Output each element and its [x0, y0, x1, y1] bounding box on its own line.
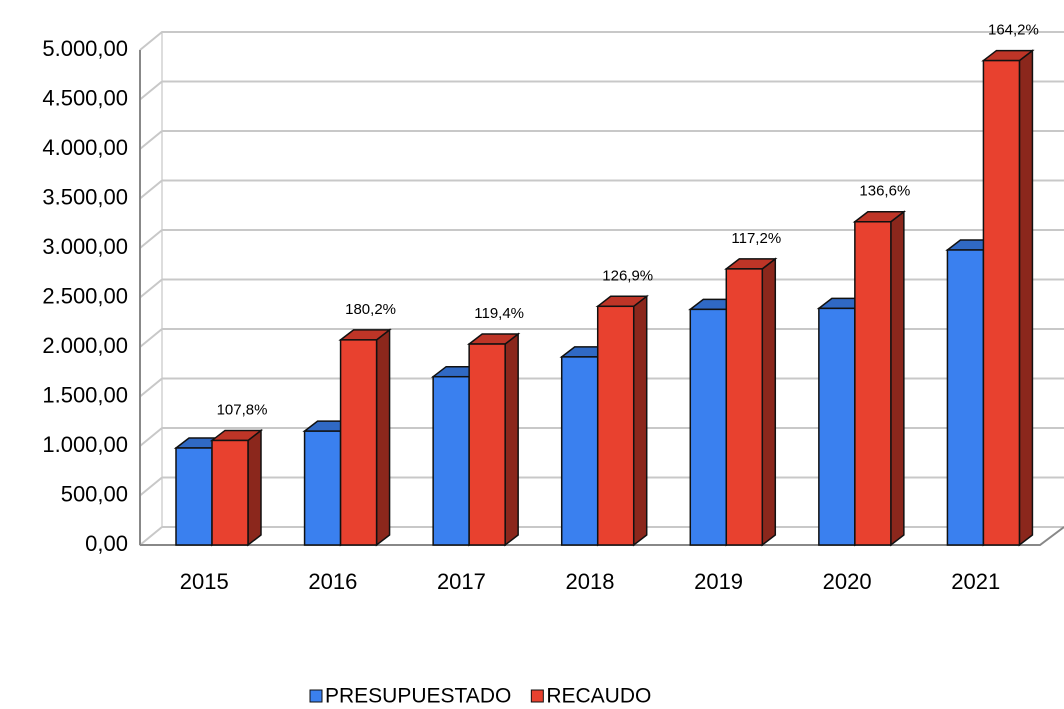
bar-side [632, 294, 648, 547]
legend-label: RECAUDO [546, 685, 651, 708]
data-label: 119,4% [474, 305, 524, 322]
bar [689, 308, 728, 546]
legend-swatch [309, 689, 323, 703]
y-tick-label: 5.000,00 [42, 36, 128, 61]
bar [211, 439, 249, 546]
y-tick-label: 1.500,00 [42, 382, 128, 407]
grid-line [139, 80, 1064, 101]
y-tick-label: 4.000,00 [42, 135, 128, 160]
grid-line [139, 31, 1064, 51]
x-tick-label: 2021 [951, 569, 1000, 594]
y-tick-label: 3.000,00 [42, 234, 128, 259]
bar [468, 343, 506, 546]
x-tick-label: 2019 [694, 569, 743, 594]
bar [560, 356, 599, 546]
grid-line [139, 130, 1064, 150]
bar-side [375, 328, 391, 547]
bar [854, 221, 892, 546]
bar [175, 447, 213, 546]
bar-side [890, 210, 905, 547]
y-tick-label: 500,00 [61, 481, 128, 506]
bar-side [761, 257, 777, 547]
legend-swatch [530, 689, 544, 703]
bar [982, 59, 1021, 546]
x-tick-label: 2020 [823, 569, 872, 594]
y-tick-label: 4.500,00 [42, 85, 128, 110]
bar [818, 307, 856, 546]
y-tick-label: 0,00 [85, 531, 128, 556]
y-tick-label: 2.500,00 [42, 283, 128, 308]
y-tick-label: 3.500,00 [42, 184, 128, 209]
legend-label: PRESUPUESTADO [325, 685, 511, 708]
bar [303, 430, 342, 546]
data-label: 126,9% [602, 267, 653, 284]
data-label: 117,2% [731, 230, 781, 247]
x-tick-label: 2015 [180, 569, 229, 594]
bar-side [247, 428, 262, 547]
data-label: 180,2% [345, 301, 396, 318]
bar-side [1018, 49, 1034, 547]
bar-side [504, 332, 519, 547]
bar [339, 339, 378, 546]
bar [946, 249, 985, 546]
y-tick-label: 1.000,00 [42, 432, 128, 457]
y-tick-label: 2.000,00 [42, 333, 128, 358]
bar [725, 268, 764, 546]
bar [432, 375, 470, 546]
grid-line [139, 179, 1064, 200]
data-label: 164,2% [988, 22, 1039, 39]
x-tick-label: 2016 [308, 569, 357, 594]
x-tick-label: 2018 [566, 569, 615, 594]
x-tick-label: 2017 [437, 569, 486, 594]
data-label: 136,6% [859, 183, 910, 200]
grid-line [139, 229, 1064, 249]
bar [596, 305, 635, 546]
data-label: 107,8% [217, 401, 268, 418]
